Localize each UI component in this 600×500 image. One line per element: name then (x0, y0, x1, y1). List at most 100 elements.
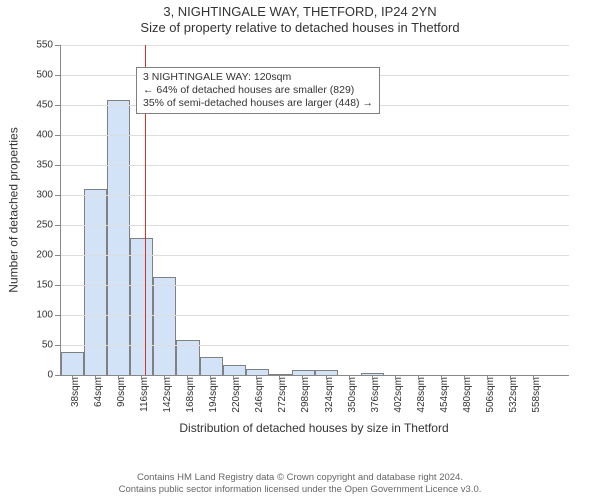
x-tick-label: 220sqm (231, 377, 242, 413)
annotation-line: 35% of semi-detached houses are larger (… (143, 97, 373, 110)
x-tick-label: 168sqm (185, 377, 196, 413)
chart-title-block: 3, NIGHTINGALE WAY, THETFORD, IP24 2YN S… (0, 0, 600, 35)
x-tick-label: 272sqm (277, 377, 288, 413)
gridline (61, 345, 569, 346)
bar-rect (223, 365, 246, 375)
x-tick-mark (326, 375, 327, 380)
x-tick-label: 38sqm (70, 377, 81, 407)
gridline (61, 45, 569, 46)
bar-slot (477, 45, 500, 375)
gridline (61, 225, 569, 226)
y-tick-label: 400 (36, 130, 53, 141)
x-tick-label: 402sqm (393, 377, 404, 413)
bar-rect (107, 100, 130, 375)
y-tick-label: 150 (36, 280, 53, 291)
bar-rect (246, 369, 269, 375)
bar-slot (84, 45, 107, 375)
y-axis-ticks: 050100150200250300350400450500550 (0, 45, 55, 375)
gridline (61, 255, 569, 256)
annotation-line: ← 64% of detached houses are smaller (82… (143, 84, 373, 97)
gridline (61, 195, 569, 196)
annotation-line: 3 NIGHTINGALE WAY: 120sqm (143, 71, 373, 84)
x-tick-mark (256, 375, 257, 380)
y-tick-label: 500 (36, 70, 53, 81)
plot-wrap: Number of detached properties 0501001502… (0, 35, 600, 435)
x-tick-label: 142sqm (162, 377, 173, 413)
x-tick-mark (533, 375, 534, 380)
bar-slot (407, 45, 430, 375)
x-tick-mark (164, 375, 165, 380)
x-tick-mark (395, 375, 396, 380)
bar-slot (454, 45, 477, 375)
x-tick-label: 64sqm (93, 377, 104, 407)
x-tick-mark (118, 375, 119, 380)
x-tick-label: 376sqm (370, 377, 381, 413)
x-tick-label: 116sqm (139, 377, 150, 412)
x-tick-label: 350sqm (347, 377, 358, 413)
chart-address-line: 3, NIGHTINGALE WAY, THETFORD, IP24 2YN (0, 4, 600, 19)
x-tick-mark (279, 375, 280, 380)
bar-rect (153, 277, 176, 375)
y-tick-label: 0 (47, 370, 53, 381)
chart-subtitle: Size of property relative to detached ho… (0, 20, 600, 35)
bar-rect (200, 357, 223, 375)
x-axis-label: Distribution of detached houses by size … (60, 421, 568, 435)
bar-rect (61, 352, 84, 375)
x-tick-mark (72, 375, 73, 380)
plot-area: 3 NIGHTINGALE WAY: 120sqm← 64% of detach… (60, 45, 569, 376)
x-tick-label: 428sqm (416, 377, 427, 413)
gridline (61, 135, 569, 136)
bar-slot (61, 45, 84, 375)
bar-rect (315, 370, 338, 375)
gridline (61, 315, 569, 316)
bar-slot (500, 45, 523, 375)
y-tick-label: 550 (36, 40, 53, 51)
annotation-box: 3 NIGHTINGALE WAY: 120sqm← 64% of detach… (136, 67, 380, 114)
x-tick-label: 480sqm (462, 377, 473, 413)
x-tick-mark (372, 375, 373, 380)
gridline (61, 285, 569, 286)
y-tick-label: 300 (36, 190, 53, 201)
x-tick-label: 298sqm (300, 377, 311, 413)
x-tick-label: 324sqm (324, 377, 335, 413)
x-tick-mark (464, 375, 465, 380)
x-tick-mark (418, 375, 419, 380)
x-tick-label: 246sqm (254, 377, 265, 413)
bar-rect (361, 373, 384, 375)
x-tick-label: 194sqm (208, 377, 219, 413)
x-tick-mark (487, 375, 488, 380)
x-tick-mark (187, 375, 188, 380)
x-tick-label: 90sqm (116, 377, 127, 407)
bar-slot (107, 45, 130, 375)
x-tick-mark (141, 375, 142, 380)
gridline (61, 165, 569, 166)
x-tick-mark (510, 375, 511, 380)
x-tick-label: 532sqm (508, 377, 519, 413)
bar-rect (292, 370, 315, 375)
y-tick-label: 100 (36, 310, 53, 321)
bar-rect (84, 189, 107, 375)
x-tick-mark (302, 375, 303, 380)
x-tick-mark (210, 375, 211, 380)
footer-line-2: Contains public sector information licen… (0, 484, 600, 496)
x-tick-mark (349, 375, 350, 380)
x-tick-mark (95, 375, 96, 380)
bar-slot (546, 45, 569, 375)
x-tick-label: 454sqm (439, 377, 450, 413)
footer-line-1: Contains HM Land Registry data © Crown c… (0, 472, 600, 484)
x-tick-label: 506sqm (485, 377, 496, 413)
y-tick-label: 350 (36, 160, 53, 171)
y-tick-label: 200 (36, 250, 53, 261)
chart-footer: Contains HM Land Registry data © Crown c… (0, 472, 600, 496)
y-tick-label: 450 (36, 100, 53, 111)
bar-slot (431, 45, 454, 375)
y-tick-label: 50 (42, 340, 53, 351)
x-tick-label: 558sqm (531, 377, 542, 413)
bar-rect (269, 374, 292, 375)
bar-rect (130, 238, 153, 375)
x-tick-mark (233, 375, 234, 380)
bar-slot (384, 45, 407, 375)
x-tick-mark (441, 375, 442, 380)
y-tick-label: 250 (36, 220, 53, 231)
bar-slot (523, 45, 546, 375)
